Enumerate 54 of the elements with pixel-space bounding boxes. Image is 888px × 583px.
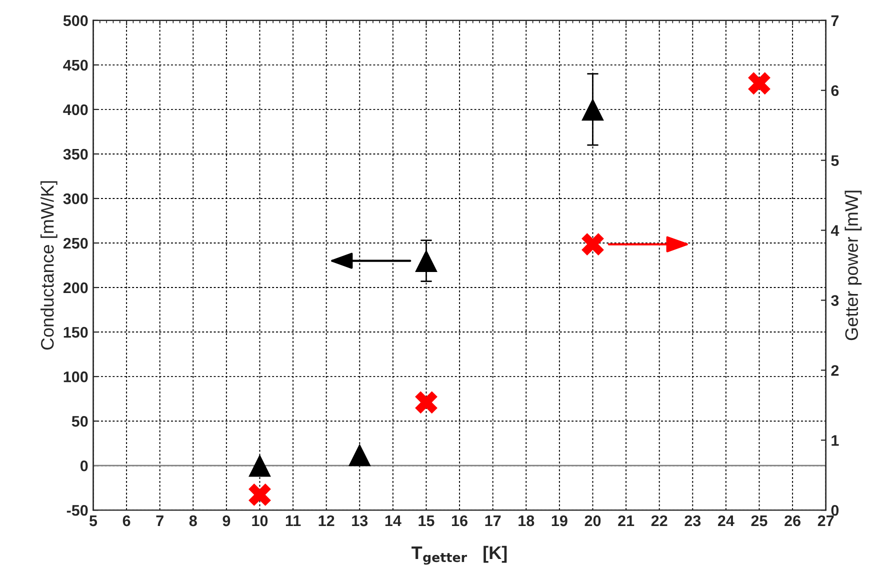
y2-tick-label: 5 [831, 155, 839, 166]
y2-tick-label: 4 [830, 225, 840, 236]
point [582, 233, 604, 256]
x-tick-label: 25 [751, 515, 768, 526]
x-tick-label: 20 [584, 515, 601, 526]
x-tick-label: 19 [552, 515, 568, 526]
y-tick-label: 250 [63, 238, 88, 249]
y-tick-label: 200 [63, 282, 88, 294]
x-tick-label: 22 [651, 515, 668, 526]
x-tick-label: 9 [222, 515, 230, 526]
x-tick-label: 6 [122, 515, 130, 526]
y-tick-label: -50 [66, 504, 88, 516]
point [415, 391, 438, 414]
point [348, 444, 371, 466]
point [582, 98, 604, 121]
y2-axis-title: Getter power [mW] [844, 190, 862, 340]
y-tick-label: 0 [80, 460, 88, 472]
x-tick-label: 15 [418, 516, 434, 526]
x-tick-label: 7 [156, 516, 164, 526]
y-tick-label: 300 [63, 193, 88, 204]
x-tick-label: 17 [485, 516, 501, 526]
y2-tick-label: 2 [831, 365, 839, 376]
x-tick-label: 13 [352, 515, 368, 526]
y2-tick-label: 1 [832, 435, 839, 446]
y-tick-label: 400 [63, 104, 88, 116]
y2-tick-label: 7 [831, 15, 839, 26]
y2-tick-label: 0 [831, 504, 839, 516]
y-tick-label: 350 [63, 148, 88, 160]
y-tick-label: 450 [63, 60, 88, 71]
x-tick-label: 10 [252, 515, 268, 526]
point [748, 72, 770, 95]
x-tick-label: 11 [286, 516, 301, 526]
x-tick-label: 16 [452, 515, 468, 526]
x-tick-label: 18 [518, 515, 534, 526]
text: T$_{getter}$ [K] [412, 546, 507, 565]
x-tick-label: 27 [818, 515, 834, 526]
y-tick-label: 100 [64, 371, 88, 382]
y-axis-title: Conductance [mW/K] [40, 181, 58, 350]
x-tick-label: 24 [718, 515, 734, 526]
x-tick-label: 12 [318, 515, 334, 526]
x-tick-label: 8 [189, 515, 197, 526]
x-tick-label: 14 [385, 516, 402, 526]
y-tick-label: 500 [63, 15, 88, 26]
point [248, 454, 271, 477]
y2-tick-label: 6 [831, 85, 839, 96]
point [415, 250, 438, 272]
x-tick-label: 5 [89, 516, 98, 526]
x-tick-label: 23 [684, 515, 701, 526]
y-tick-label: 150 [64, 326, 88, 338]
point [248, 484, 271, 506]
x-tick-label: 26 [784, 515, 800, 526]
y2-tick-label: 3 [831, 295, 839, 306]
x-tick-label: 21 [618, 515, 634, 526]
y-tick-label: 50 [72, 416, 88, 427]
